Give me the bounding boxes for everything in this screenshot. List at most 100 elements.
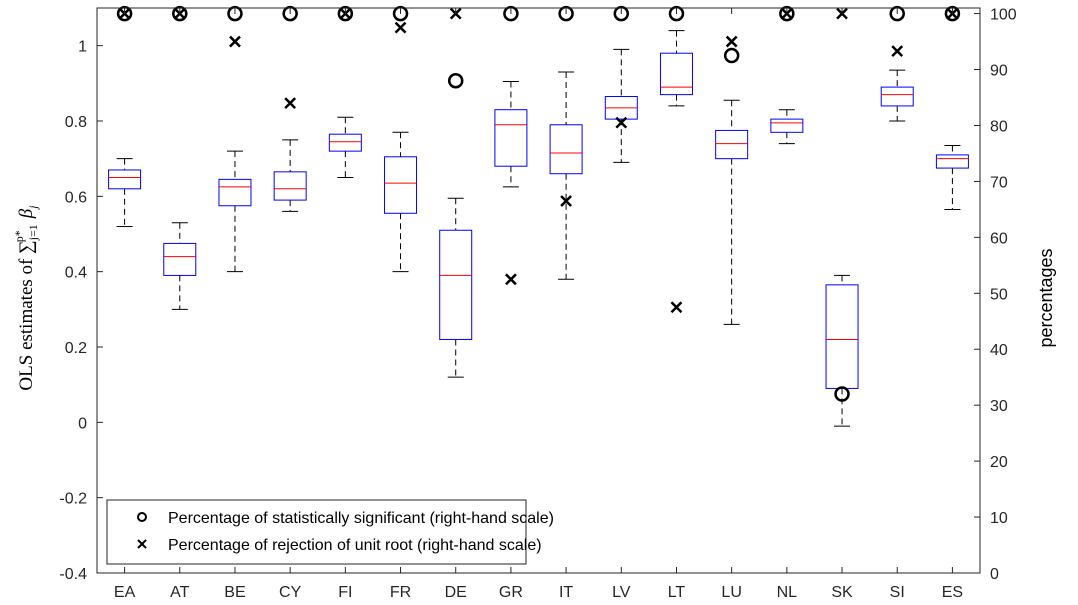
y-axis-title-left: OLS estimates of ∑j=1p*βj: [12, 205, 40, 391]
iqr-box: [108, 169, 142, 190]
significant-point-es: [944, 5, 961, 22]
right-tick-label: 70: [990, 174, 1008, 191]
x-tick-label: IT: [559, 584, 573, 601]
right-tick-label: 20: [990, 454, 1008, 471]
legend-label-significant: Percentage of statistically significant …: [168, 510, 554, 527]
left-tick-label: 0.6: [65, 189, 87, 206]
x-tick-label: CY: [279, 584, 302, 601]
iqr-box: [935, 154, 969, 169]
significant-point-sk: [834, 386, 850, 402]
box-lv: [604, 48, 638, 163]
iqr-box: [384, 156, 418, 214]
significant-point-lv: [613, 5, 630, 22]
x-tick-label: LT: [668, 584, 686, 601]
significant-point-gr: [503, 5, 519, 22]
iqr-box: [273, 171, 307, 201]
x-tick-label: FI: [338, 584, 352, 601]
x-tick-label: DE: [445, 584, 467, 601]
box-at: [163, 222, 197, 310]
left-tick-label: -0.4: [59, 566, 87, 583]
right-tick-label: 90: [990, 63, 1008, 80]
significant-point-cy: [282, 5, 298, 22]
x-tick-label: LU: [721, 584, 741, 601]
right-tick-label: 40: [990, 342, 1008, 359]
box-lu: [715, 99, 749, 325]
unit-root-point-lu: [725, 35, 738, 48]
right-tick-label: 0: [990, 566, 999, 583]
iqr-box: [880, 86, 914, 107]
box-es: [935, 144, 969, 211]
left-tick-label: 1: [78, 39, 87, 56]
iqr-box: [770, 118, 804, 133]
box-be: [218, 150, 252, 273]
right-tick-label: 10: [990, 510, 1008, 527]
box-lt: [659, 30, 693, 107]
iqr-box: [659, 52, 693, 96]
unit-root-point-fr: [394, 21, 407, 34]
x-tick-label: ES: [942, 584, 963, 601]
significant-point-at: [172, 5, 188, 22]
left-tick-label: 0.8: [65, 114, 87, 131]
significant-point-fr: [392, 5, 409, 22]
iqr-box: [163, 242, 197, 276]
box-sk: [825, 274, 859, 427]
right-tick-label: 80: [990, 118, 1008, 135]
left-tick-label: 0: [78, 415, 87, 432]
unit-root-point-it: [560, 195, 572, 207]
legend: Percentage of statistically significant …: [106, 499, 554, 565]
legend-box: [106, 499, 527, 565]
unit-root-point-be: [229, 35, 241, 48]
unit-root-point-cy: [284, 97, 297, 109]
boxes-layer: [108, 30, 969, 427]
iqr-box: [439, 229, 473, 340]
significant-point-lu: [723, 47, 740, 64]
plot-frame: [96, 7, 981, 574]
legend-circle-marker: [137, 512, 147, 522]
significant-point-fi: [337, 5, 354, 22]
box-it: [549, 71, 583, 280]
x-tick-label: GR: [499, 584, 523, 601]
unit-root-point-si: [891, 45, 904, 57]
box-gr: [494, 80, 528, 188]
iqr-box: [715, 129, 749, 160]
legend-x-marker: [137, 539, 147, 549]
left-tick-label: 0.2: [65, 340, 87, 357]
iqr-box: [494, 109, 528, 167]
legend-label-unit-root: Percentage of rejection of unit root (ri…: [168, 537, 542, 554]
significant-point-de: [447, 72, 464, 89]
left-axis: -0.4 -0.2 0 0.2 0.4 0.6 0.8 1: [59, 39, 103, 583]
right-tick-label: 50: [990, 286, 1008, 303]
box-nl: [770, 109, 804, 145]
right-axis: 0 10 20 30 40 50 60 70 80 90 100: [974, 7, 1017, 583]
significant-point-si: [889, 5, 905, 22]
right-tick-label: 60: [990, 230, 1008, 247]
left-tick-label: -0.2: [59, 491, 87, 508]
x-tick-label: BE: [224, 584, 245, 601]
x-axis: EA AT BE CY FI FR DE GR IT LV LT LU NL SK SI ES: [114, 8, 963, 601]
box-si: [880, 69, 914, 122]
x-tick-label: LV: [612, 584, 631, 601]
x-tick-label: AT: [170, 584, 189, 601]
significant-point-nl: [779, 5, 795, 22]
x-tick-label: FR: [390, 584, 411, 601]
iqr-box: [825, 284, 859, 389]
box-fi: [328, 116, 362, 178]
box-cy: [273, 139, 307, 212]
iqr-box: [549, 124, 583, 175]
y-axis-title-right: percentages: [1036, 248, 1056, 347]
significant-point-it: [558, 5, 574, 22]
x-tick-label: NL: [777, 584, 798, 601]
unit-root-point-gr: [505, 273, 517, 286]
right-tick-label: 30: [990, 398, 1008, 415]
unit-root-point-lt: [670, 301, 683, 314]
box-fr: [384, 131, 418, 273]
markers-layer: [116, 5, 961, 402]
box-de: [439, 197, 473, 378]
significant-point-lt: [668, 5, 685, 22]
x-tick-label: SK: [831, 584, 853, 601]
significant-point-be: [227, 5, 243, 22]
unit-root-point-lv: [615, 116, 628, 129]
iqr-box: [218, 178, 252, 207]
box-ea: [108, 158, 142, 227]
